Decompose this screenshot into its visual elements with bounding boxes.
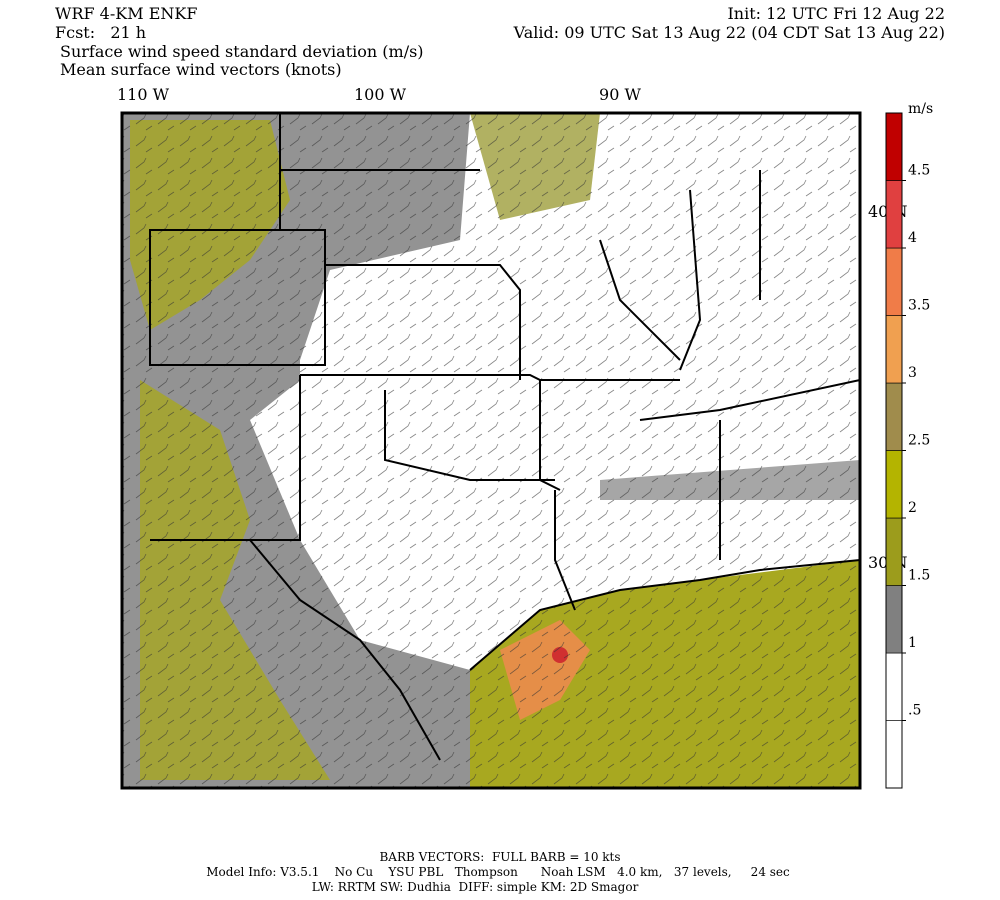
model-title: WRF 4-KM ENKF bbox=[55, 4, 197, 23]
forecast-hour: Fcst: 21 h bbox=[55, 23, 146, 42]
colorbar-segment bbox=[885, 247, 903, 316]
colorbar-label: .5 bbox=[908, 703, 921, 719]
colorbar-segment bbox=[885, 450, 903, 519]
lon-label: 110 W bbox=[117, 85, 170, 104]
valid-time: Valid: 09 UTC Sat 13 Aug 22 (04 CDT Sat … bbox=[513, 23, 945, 42]
colorbar-label: 3.5 bbox=[908, 298, 930, 314]
colorbar-segment bbox=[885, 585, 903, 654]
lon-label: 100 W bbox=[354, 85, 407, 104]
map bbox=[120, 111, 862, 790]
colorbar-label: 2 bbox=[908, 500, 917, 516]
field-name: Surface wind speed standard deviation (m… bbox=[60, 42, 424, 61]
colorbar-label: 4.5 bbox=[908, 163, 930, 179]
colorbar-label: 3 bbox=[908, 365, 917, 381]
init-time: Init: 12 UTC Fri 12 Aug 22 bbox=[727, 4, 945, 23]
colorbar-segment bbox=[885, 180, 903, 249]
colorbar-segment bbox=[885, 720, 903, 789]
barb-note: BARB VECTORS: FULL BARB = 10 kts bbox=[379, 850, 620, 864]
colorbar-unit: m/s bbox=[908, 101, 933, 117]
colorbar-label: 2.5 bbox=[908, 433, 930, 449]
colorbar-label: 4 bbox=[908, 230, 917, 246]
colorbar-segment bbox=[885, 517, 903, 586]
colorbar-segment bbox=[885, 112, 903, 181]
colorbar-segment bbox=[885, 382, 903, 451]
physics-info: LW: RRTM SW: Dudhia DIFF: simple KM: 2D … bbox=[312, 880, 639, 894]
colorbar-segment bbox=[885, 315, 903, 384]
colorbar-label: 1.5 bbox=[908, 568, 930, 584]
model-info: Model Info: V3.5.1 No Cu YSU PBL Thompso… bbox=[206, 865, 790, 879]
colorbar: .5 1 1.5 2 2.5 3 3.5 4 4.5 m/s bbox=[885, 101, 933, 789]
colorbar-segment bbox=[885, 652, 903, 721]
lon-label: 90 W bbox=[599, 85, 641, 104]
vector-name: Mean surface wind vectors (knots) bbox=[60, 60, 342, 79]
colorbar-label: 1 bbox=[908, 635, 917, 651]
